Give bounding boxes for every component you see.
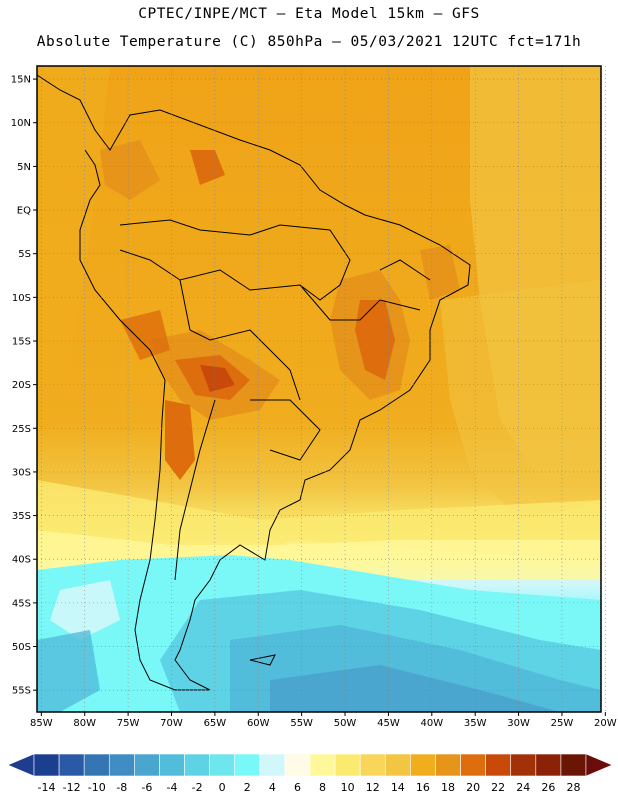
temperature-field — [37, 66, 601, 712]
coastlines — [37, 74, 471, 691]
lat-label: 35S — [12, 511, 31, 522]
colorbar-swatch — [284, 753, 311, 777]
lon-label: 40W — [420, 718, 443, 729]
colorbar-swatch — [83, 753, 110, 777]
lat-label: 15N — [11, 75, 31, 86]
lon-label: 65W — [204, 718, 227, 729]
lon-label: 35W — [464, 718, 487, 729]
lat-label: 45S — [12, 598, 31, 609]
colorbar: -14 -12 -10 -8 -6 -4 -2 0 2 4 6 8 10 12 14 16 18 20 22 24 26… — [7, 753, 613, 794]
colorbar-swatch — [108, 753, 135, 777]
colorbar-tick-label: -8 — [116, 781, 127, 794]
colorbar-swatch — [510, 753, 537, 777]
colorbar-swatch — [485, 753, 512, 777]
lat-label: 50S — [12, 642, 31, 653]
colorbar-swatch — [33, 753, 60, 777]
lon-label: 60W — [247, 718, 270, 729]
lon-label: 55W — [290, 718, 313, 729]
lon-label: 30W — [507, 718, 530, 729]
lat-label: 25S — [12, 424, 31, 435]
colorbar-tick-label: 6 — [294, 781, 301, 794]
colorbar-tick-label: 14 — [391, 781, 405, 794]
colorbar-swatch — [435, 753, 461, 777]
lat-label: 40S — [12, 555, 31, 566]
colorbar-tick-label: 12 — [366, 781, 380, 794]
colorbar-swatch — [359, 753, 386, 777]
colorbar-tick-label: -4 — [167, 781, 178, 794]
colorbar-swatch — [234, 753, 261, 777]
colorbar-swatch — [209, 753, 236, 777]
colorbar-swatch — [159, 753, 185, 777]
lon-label: 20W — [594, 718, 617, 729]
colorbar-swatch — [460, 753, 486, 777]
colorbar-swatch — [184, 753, 210, 777]
lat-label: 55S — [12, 686, 31, 697]
lat-label: 20S — [12, 380, 31, 391]
colorbar-tick-label: -2 — [192, 781, 203, 794]
lon-label: 25W — [551, 718, 574, 729]
colorbar-swatch — [134, 753, 160, 777]
lon-label: 75W — [117, 718, 140, 729]
longitude-labels: 85W 80W 75W 70W 65W 60W 55W 50W 45W 40W 35W 30W 25W 2… — [30, 712, 617, 729]
colorbar-tick-label: -12 — [63, 781, 81, 794]
latitude-labels: 15N 10N 5N EQ 5S 10S 15S 20S 25S 30S 35S 40S 45S 50S 5… — [11, 75, 37, 697]
colorbar-tick-label: 16 — [416, 781, 430, 794]
colorbar-tick-label: -6 — [141, 781, 152, 794]
colorbar-tick-label: 0 — [219, 781, 226, 794]
map-title-line2: Absolute Temperature (C) 850hPa – 05/03/… — [36, 34, 582, 50]
colorbar-swatch — [259, 753, 286, 777]
colorbar-swatch — [560, 753, 587, 777]
colorbar-swatch — [309, 753, 336, 777]
colorbar-tick-label: 2 — [244, 781, 251, 794]
lon-label: 70W — [160, 718, 183, 729]
colorbar-swatch — [384, 753, 411, 777]
colorbar-swatch — [334, 753, 361, 777]
colorbar-tick-label: 10 — [341, 781, 355, 794]
lat-label: EQ — [17, 206, 31, 217]
colorbar-tick-label: 4 — [269, 781, 276, 794]
colorbar-tick-label: -10 — [88, 781, 106, 794]
colorbar-tick-label: 18 — [441, 781, 455, 794]
lon-label: 80W — [73, 718, 96, 729]
lon-label: 85W — [30, 718, 53, 729]
colorbar-tick-label: 20 — [466, 781, 480, 794]
colorbar-tick-label: 24 — [516, 781, 530, 794]
colorbar-low-arrow — [7, 753, 35, 777]
map-frame — [36, 65, 602, 713]
colorbar-tick-label: 28 — [566, 781, 580, 794]
lat-label: 5N — [17, 162, 31, 173]
colorbar-tick-label: 22 — [491, 781, 505, 794]
colorbar-tick-label: 8 — [319, 781, 326, 794]
colorbar-high-arrow — [585, 753, 613, 777]
lat-label: 15S — [12, 336, 31, 347]
colorbar-swatch — [410, 753, 436, 777]
colorbar-tick-label: 26 — [541, 781, 555, 794]
lon-label: 45W — [377, 718, 400, 729]
lat-label: 5S — [18, 249, 31, 260]
colorbar-swatch — [535, 753, 562, 777]
lat-label: 10N — [11, 118, 31, 129]
lon-label: 50W — [334, 718, 357, 729]
map-title-line1: CPTEC/INPE/MCT – Eta Model 15km – GFS — [138, 6, 480, 22]
colorbar-tick-label: -14 — [38, 781, 56, 794]
lat-label: 30S — [12, 467, 31, 478]
colorbar-swatch — [58, 753, 85, 777]
lat-label: 10S — [12, 293, 31, 304]
